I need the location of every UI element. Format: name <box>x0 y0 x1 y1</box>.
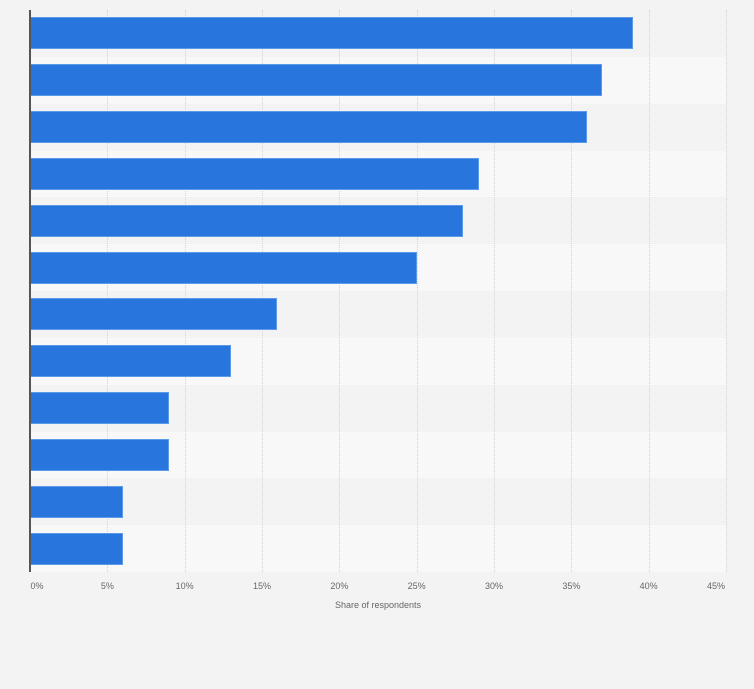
x-tick-label: 40% <box>639 581 658 591</box>
gridline <box>262 10 263 572</box>
bar[interactable] <box>30 392 170 425</box>
bar[interactable] <box>30 204 464 237</box>
gridline <box>339 10 341 572</box>
row-band <box>30 478 726 526</box>
bar[interactable] <box>30 64 603 97</box>
gridline <box>571 10 573 572</box>
x-axis-label: Share of respondents <box>334 600 422 610</box>
x-tick-label: 0% <box>30 581 44 591</box>
bar[interactable] <box>30 251 417 284</box>
gridline <box>648 10 650 572</box>
bar[interactable] <box>30 157 479 190</box>
plot-area <box>29 10 727 572</box>
bar[interactable] <box>30 111 587 144</box>
x-tick-label: 25% <box>407 581 426 591</box>
x-tick-label: 30% <box>484 581 504 591</box>
x-tick-label: 5% <box>100 581 114 591</box>
x-tick-label: 10% <box>175 581 194 591</box>
y-axis-line <box>29 10 31 572</box>
x-tick-label: 20% <box>330 581 349 591</box>
x-tick-label: 35% <box>562 581 581 591</box>
bar[interactable] <box>30 17 634 50</box>
bar[interactable] <box>30 345 232 378</box>
gridline <box>494 10 495 572</box>
gridline <box>107 10 109 572</box>
gridline <box>416 10 418 572</box>
row-band <box>30 525 726 572</box>
x-tick-label: 45% <box>706 581 726 591</box>
bar[interactable] <box>30 438 170 471</box>
bar[interactable] <box>30 298 278 331</box>
gridline <box>726 10 727 572</box>
bar[interactable] <box>30 485 123 518</box>
gridline <box>184 10 186 572</box>
bar[interactable] <box>30 532 123 565</box>
x-tick-label: 15% <box>252 581 272 591</box>
